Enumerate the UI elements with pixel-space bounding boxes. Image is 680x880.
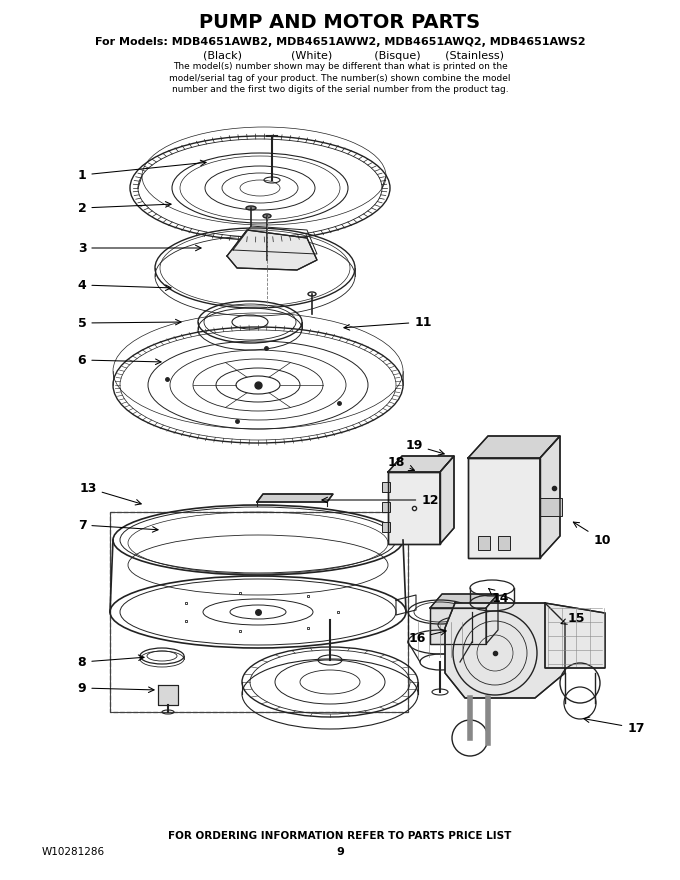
- Text: 5: 5: [78, 317, 181, 329]
- Polygon shape: [540, 436, 560, 558]
- Polygon shape: [486, 594, 498, 644]
- Polygon shape: [388, 472, 440, 544]
- Bar: [540, 498, 562, 516]
- Text: FOR ORDERING INFORMATION REFER TO PARTS PRICE LIST: FOR ORDERING INFORMATION REFER TO PARTS …: [169, 831, 511, 841]
- Bar: [110, 512, 408, 712]
- Text: 15: 15: [561, 612, 585, 625]
- Polygon shape: [388, 456, 454, 472]
- Polygon shape: [430, 594, 498, 608]
- Polygon shape: [445, 603, 565, 698]
- Text: 8: 8: [78, 655, 144, 669]
- Bar: [382, 522, 390, 532]
- Text: 1: 1: [78, 160, 206, 181]
- Polygon shape: [257, 494, 333, 502]
- Text: 14: 14: [489, 589, 509, 605]
- Text: 19: 19: [405, 438, 444, 455]
- Text: The model(s) number shown may be different than what is printed on the
model/ser: The model(s) number shown may be differe…: [169, 62, 511, 94]
- Polygon shape: [468, 436, 560, 458]
- Text: (Black)              (White)            (Bisque)       (Stainless): (Black) (White) (Bisque) (Stainless): [175, 51, 505, 61]
- Polygon shape: [545, 603, 605, 668]
- Text: 10: 10: [573, 522, 611, 546]
- Text: 9: 9: [336, 847, 344, 857]
- Text: 11: 11: [344, 316, 432, 330]
- Bar: [382, 502, 390, 512]
- Ellipse shape: [263, 214, 271, 218]
- Bar: [498, 536, 510, 550]
- Bar: [382, 482, 390, 492]
- Polygon shape: [430, 608, 486, 644]
- Ellipse shape: [246, 206, 256, 210]
- Text: 4: 4: [78, 278, 171, 291]
- Polygon shape: [158, 685, 178, 705]
- Text: 18: 18: [388, 456, 414, 471]
- Text: PUMP AND MOTOR PARTS: PUMP AND MOTOR PARTS: [199, 12, 481, 32]
- Text: 9: 9: [78, 681, 154, 694]
- Text: 13: 13: [80, 481, 141, 505]
- Text: 17: 17: [584, 717, 645, 735]
- Text: 16: 16: [408, 629, 446, 644]
- Polygon shape: [227, 230, 317, 270]
- Text: W10281286: W10281286: [42, 847, 105, 857]
- Bar: [478, 536, 490, 550]
- Polygon shape: [468, 458, 540, 558]
- Polygon shape: [440, 456, 454, 544]
- Text: 2: 2: [78, 202, 171, 215]
- Text: 12: 12: [322, 494, 439, 507]
- Text: For Models: MDB4651AWB2, MDB4651AWW2, MDB4651AWQ2, MDB4651AWS2: For Models: MDB4651AWB2, MDB4651AWW2, MD…: [95, 37, 585, 47]
- Bar: [110, 512, 408, 712]
- Text: 3: 3: [78, 241, 201, 254]
- Text: 6: 6: [78, 354, 161, 366]
- Text: 7: 7: [78, 518, 158, 532]
